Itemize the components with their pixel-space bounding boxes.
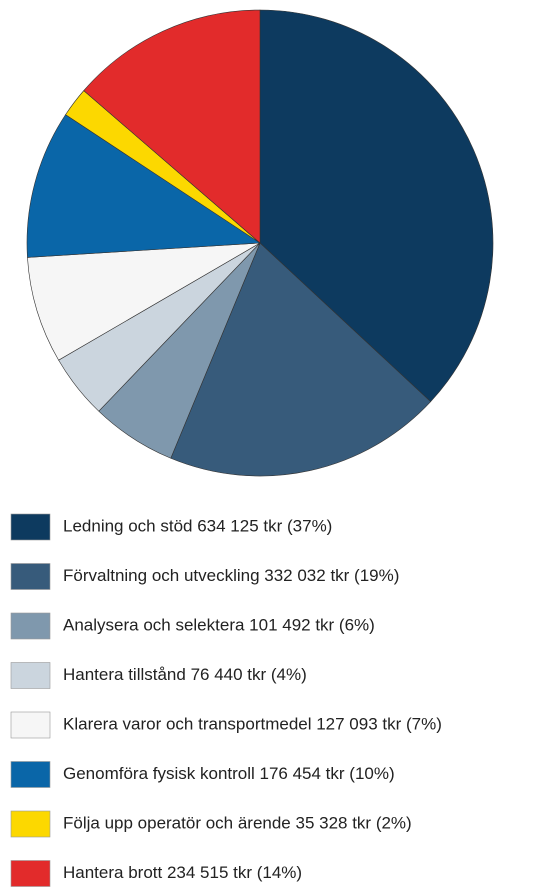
pie-slice bbox=[27, 242, 261, 361]
legend-swatch bbox=[10, 563, 51, 590]
legend-swatch bbox=[10, 711, 51, 739]
pie-slice bbox=[26, 114, 261, 258]
legend-label: Hantera brott 234 515 tkr (14%) bbox=[63, 863, 302, 882]
legend-swatch bbox=[10, 810, 51, 838]
legend-label: Hantera tillstånd 76 440 tkr (4%) bbox=[63, 665, 307, 684]
legend-swatch bbox=[10, 860, 51, 887]
legend-swatch bbox=[10, 513, 51, 541]
legend-swatch bbox=[10, 761, 51, 788]
pie-slice bbox=[259, 9, 494, 403]
legend-label: Genomföra fysisk kontroll 176 454 tkr (1… bbox=[63, 764, 395, 783]
legend-label: Klarera varor och transportmedel 127 093… bbox=[63, 714, 442, 733]
legend-swatch bbox=[10, 662, 51, 689]
legend-label: Förvaltning och utveckling 332 032 tkr (… bbox=[63, 566, 399, 585]
legend-label: Analysera och selektera 101 492 tkr (6%) bbox=[63, 615, 375, 634]
legend-swatch bbox=[10, 612, 51, 640]
legend-label: Följa upp operatör och ärende 35 328 tkr… bbox=[63, 813, 412, 832]
pie-slice bbox=[83, 9, 261, 244]
legend-label: Ledning och stöd 634 125 tkr (37%) bbox=[63, 516, 332, 535]
pie-slice bbox=[170, 242, 432, 477]
